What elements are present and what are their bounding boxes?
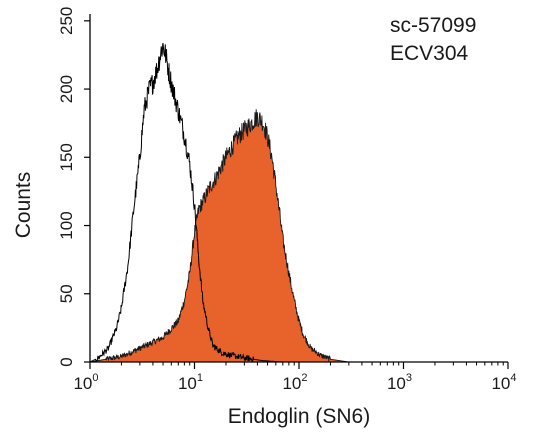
y-tick-label: 200 (57, 75, 76, 103)
x-tick-label: 104 (491, 372, 516, 393)
x-tick-exponent: 4 (510, 372, 516, 384)
histogram-filled-series (89, 109, 350, 363)
x-axis-label: Endoglin (SN6) (228, 405, 370, 428)
x-tick-label: 102 (282, 372, 307, 393)
y-tick-label: 0 (57, 357, 76, 366)
annotation-cell-line: ECV304 (390, 42, 469, 65)
x-tick-label: 101 (178, 372, 203, 393)
histogram-outline-series (89, 42, 299, 363)
y-tick-label: 50 (57, 284, 76, 303)
x-tick-label: 103 (387, 372, 412, 393)
y-axis-label: Counts (12, 172, 35, 239)
y-tick-label: 250 (57, 7, 76, 35)
annotation-antibody: sc-57099 (390, 14, 476, 37)
x-tick-exponent: 1 (197, 372, 203, 384)
series-layer (89, 42, 350, 363)
x-tick-exponent: 0 (92, 372, 98, 384)
axes-layer (89, 14, 508, 363)
x-tick-exponent: 3 (406, 372, 412, 384)
y-tick-label: 150 (57, 143, 76, 171)
y-tick-label: 100 (57, 211, 76, 239)
x-tick-label: 100 (73, 372, 98, 393)
x-tick-exponent: 2 (301, 372, 307, 384)
